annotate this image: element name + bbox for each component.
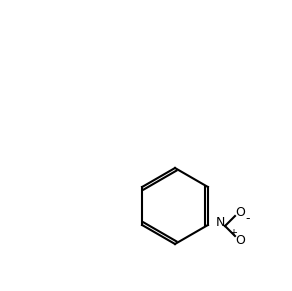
Text: N: N xyxy=(215,217,225,230)
Text: O: O xyxy=(235,207,245,219)
Text: +: + xyxy=(229,228,237,238)
Text: -: - xyxy=(246,212,250,226)
Text: O: O xyxy=(235,235,245,248)
